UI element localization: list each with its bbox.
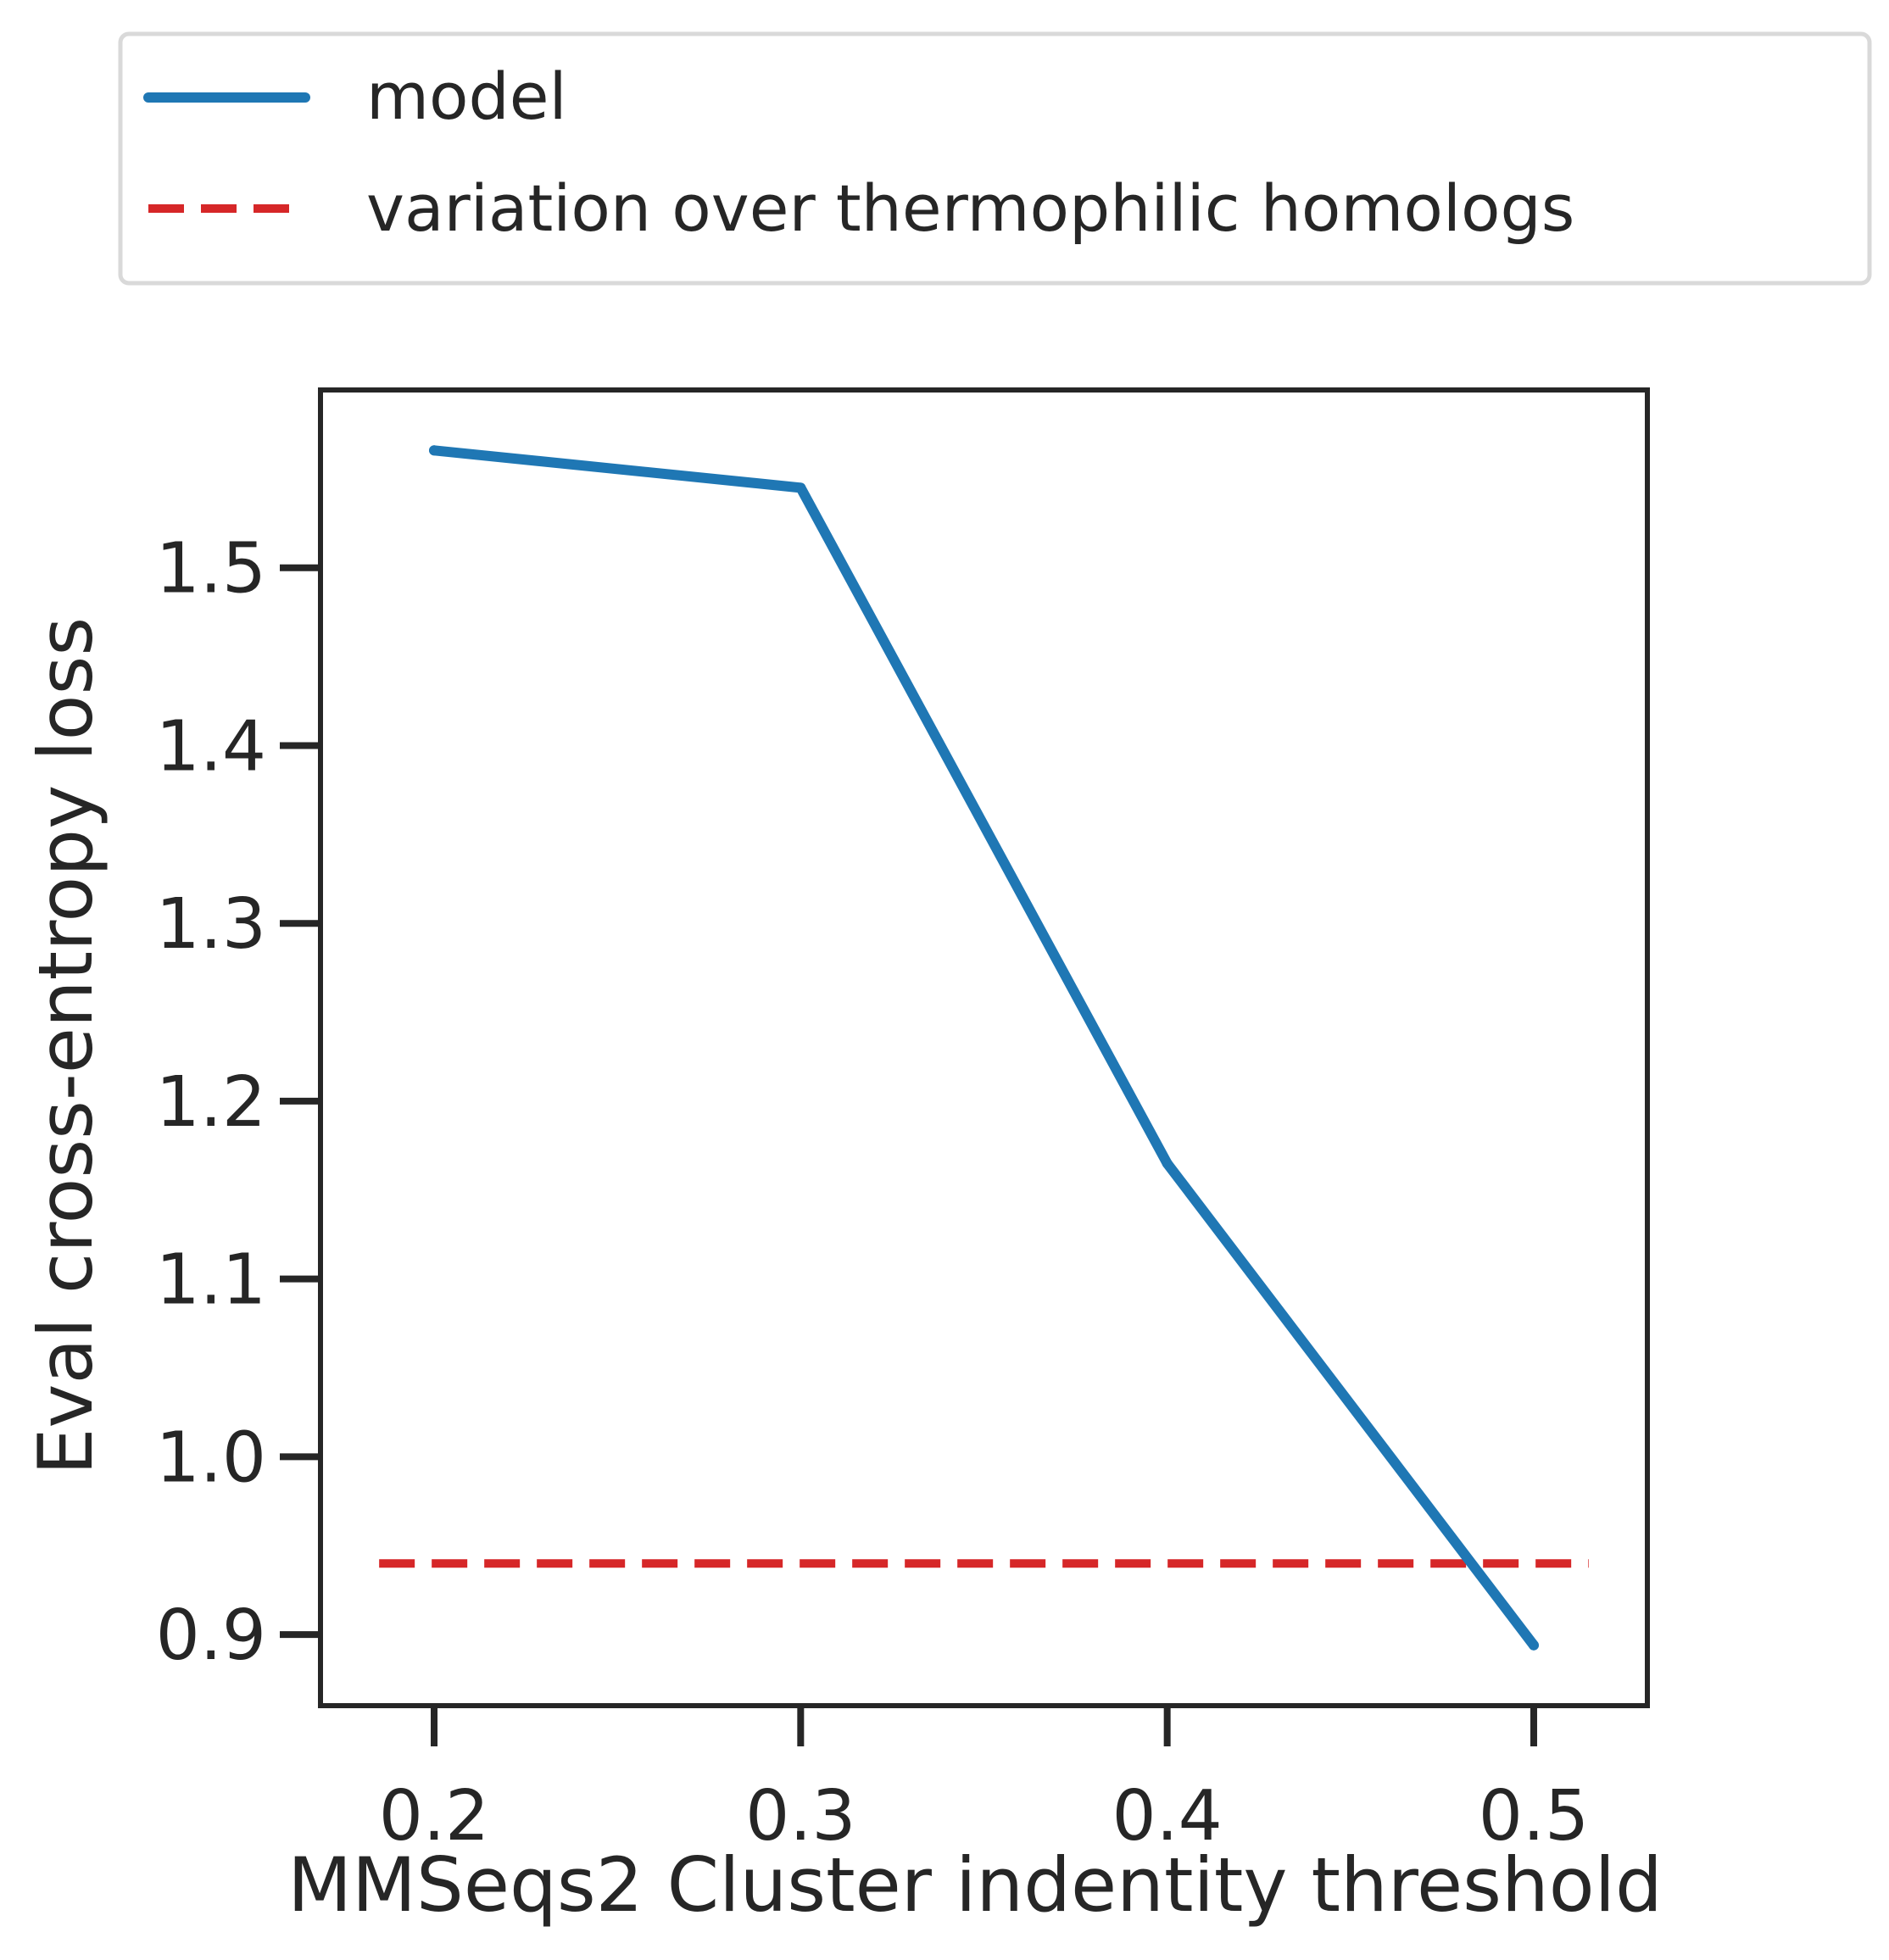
legend-model-label: model bbox=[366, 58, 567, 134]
y-tick-label-3: 1.2 bbox=[156, 1062, 266, 1143]
x-axis-label: MMSeqs2 Cluster indentity threshold bbox=[287, 1841, 1663, 1929]
x-tick-label-1: 0.3 bbox=[745, 1776, 855, 1857]
x-tick-label-2: 0.4 bbox=[1112, 1776, 1222, 1857]
y-tick-label-5: 1.4 bbox=[156, 706, 266, 787]
y-axis-label: Eval cross-entropy loss bbox=[22, 617, 109, 1475]
y-axis-ticks: 0.9 1.0 1.1 1.2 1.3 1.4 1.5 bbox=[156, 529, 320, 1676]
y-tick-label-6: 1.5 bbox=[156, 529, 266, 610]
y-tick-label-4: 1.3 bbox=[156, 884, 266, 965]
axes-frame bbox=[318, 387, 1650, 1708]
series-line-model bbox=[429, 445, 1539, 1651]
y-tick-label-1: 1.0 bbox=[156, 1417, 266, 1498]
series-point-model-3 bbox=[1528, 1640, 1539, 1651]
legend-variation-label: variation over thermophilic homologs bbox=[366, 170, 1574, 246]
x-tick-label-0: 0.2 bbox=[379, 1776, 489, 1857]
plot-area bbox=[318, 387, 1650, 1708]
legend-frame bbox=[118, 31, 1872, 286]
series-point-model-0 bbox=[429, 445, 440, 456]
series-point-model-1 bbox=[795, 482, 806, 493]
y-tick-label-0: 0.9 bbox=[156, 1595, 266, 1676]
legend: model variation over thermophilic homolo… bbox=[118, 31, 1872, 286]
series-point-model-2 bbox=[1162, 1158, 1173, 1169]
y-tick-label-2: 1.1 bbox=[156, 1240, 266, 1321]
x-tick-label-3: 0.5 bbox=[1479, 1776, 1589, 1857]
x-axis-ticks: 0.2 0.3 0.4 0.5 bbox=[379, 1706, 1589, 1857]
